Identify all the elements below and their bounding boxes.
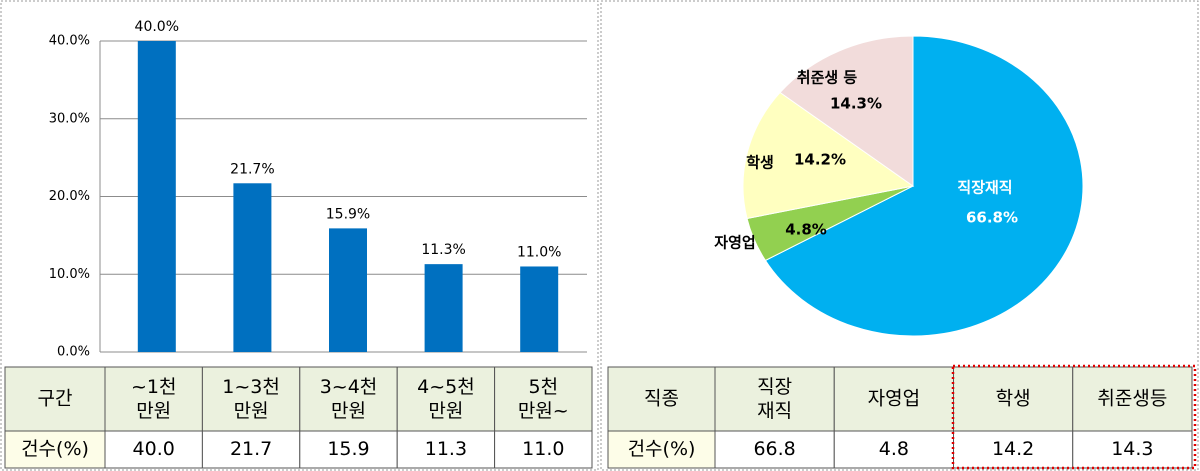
cell-value: 21.7 xyxy=(230,438,272,460)
cell-value: 11.0 xyxy=(522,438,564,460)
y-tick-label: 20.0% xyxy=(49,189,90,204)
pie-value-label: 14.3% xyxy=(830,95,882,113)
right-panel xyxy=(600,0,1199,471)
header-cell xyxy=(1072,366,1193,432)
bar xyxy=(424,264,463,352)
value-label: 21.7% xyxy=(230,161,274,177)
header-text: 취준생등 xyxy=(1097,388,1167,410)
header-cell xyxy=(607,366,716,432)
cell-value: 40.0 xyxy=(133,438,175,460)
bar xyxy=(233,183,272,352)
bar xyxy=(137,41,176,352)
pie-category-label: 학생 xyxy=(746,154,774,172)
y-tick-label: 40.0% xyxy=(49,34,90,49)
y-tick-label: 10.0% xyxy=(49,267,90,282)
data-cell xyxy=(494,430,593,469)
header-cell xyxy=(494,366,593,432)
data-cell xyxy=(201,430,301,469)
value-label: 15.9% xyxy=(326,206,370,222)
pie-slice xyxy=(764,35,1084,337)
header-cell xyxy=(396,366,496,432)
header-text: 직장 재직 xyxy=(757,376,792,422)
row-label: 건수(%) xyxy=(21,438,89,460)
data-cell xyxy=(104,430,203,469)
cell-value: 4.8 xyxy=(879,438,909,460)
header-text: ~1천 만원 xyxy=(131,376,177,422)
y-tick-label: 30.0% xyxy=(49,111,90,126)
cell-value: 66.8 xyxy=(753,438,795,460)
cell-value: 11.3 xyxy=(425,438,467,460)
pie-value-label: 4.8% xyxy=(785,221,827,239)
pie-category-label: 직장재직 xyxy=(957,179,1012,197)
value-label: 40.0% xyxy=(135,19,179,35)
header-cell xyxy=(714,366,835,432)
data-cell xyxy=(299,430,398,469)
pie-value-label: 66.8% xyxy=(966,209,1018,227)
cell-value: 15.9 xyxy=(327,438,369,460)
pie-value-label: 14.2% xyxy=(794,151,846,169)
header-text: 학생 xyxy=(996,388,1031,410)
header-text: 자영업 xyxy=(868,388,920,410)
header-text: 1~3천 만원 xyxy=(222,376,280,422)
pie-category-label: 취준생 등 xyxy=(797,69,858,87)
row-label: 건수(%) xyxy=(628,438,696,460)
y-tick-label: 0.0% xyxy=(57,345,90,360)
header-label: 구간 xyxy=(38,388,73,410)
header-cell xyxy=(299,366,398,432)
left-panel xyxy=(0,0,599,471)
pie-slice xyxy=(742,91,915,220)
header-text: 3~4천 만원 xyxy=(320,376,378,422)
data-cell xyxy=(1072,430,1193,469)
bar xyxy=(520,266,559,352)
header-text: 5천 만원~ xyxy=(518,376,569,422)
value-label: 11.0% xyxy=(517,244,561,260)
header-text: 4~5천 만원 xyxy=(417,376,475,422)
header-label: 직종 xyxy=(644,388,679,410)
data-cell xyxy=(4,430,106,469)
pie-category-label: 자영업 xyxy=(714,234,755,252)
value-label: 11.3% xyxy=(421,242,465,258)
cell-value: 14.3 xyxy=(1111,438,1153,460)
data-cell xyxy=(833,430,954,469)
cell-value: 14.2 xyxy=(992,438,1034,460)
bar xyxy=(329,228,367,352)
data-cell xyxy=(396,430,496,469)
pie-slice xyxy=(779,35,914,187)
data-cell xyxy=(607,430,716,469)
highlight-box xyxy=(951,364,1197,470)
data-cell xyxy=(953,430,1074,469)
